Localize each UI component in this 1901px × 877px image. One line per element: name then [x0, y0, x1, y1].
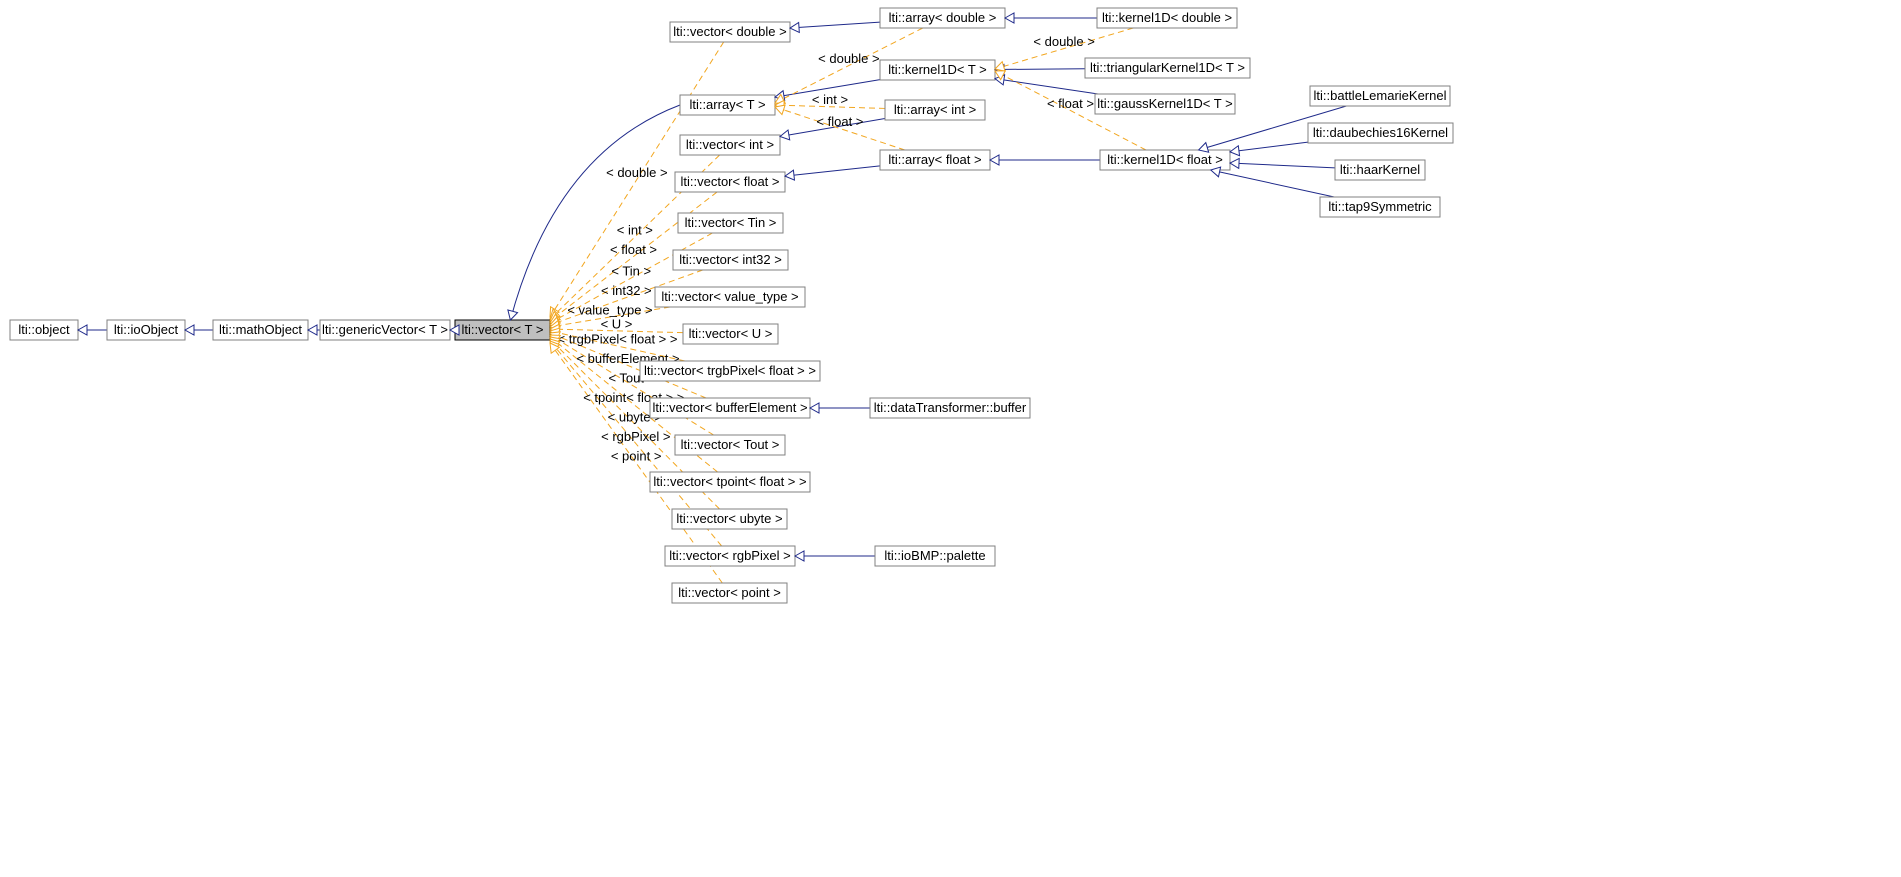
node-vecUbyte[interactable]: lti::vector< ubyte >: [672, 509, 787, 529]
node-tap9[interactable]: lti::tap9Symmetric: [1320, 197, 1440, 217]
node-box[interactable]: [885, 100, 985, 120]
node-box[interactable]: [455, 320, 550, 340]
node-box[interactable]: [1097, 8, 1237, 28]
node-vecDouble[interactable]: lti::vector< double >: [670, 22, 790, 42]
node-vecInt[interactable]: lti::vector< int >: [680, 135, 780, 155]
edge-label: < point >: [611, 448, 662, 463]
edge-label: < trgbPixel< float > >: [558, 331, 678, 346]
node-kernDouble[interactable]: lti::kernel1D< double >: [1097, 8, 1237, 28]
node-box[interactable]: [1310, 86, 1450, 106]
node-box[interactable]: [675, 172, 785, 192]
node-vecInt32[interactable]: lti::vector< int32 >: [673, 250, 788, 270]
node-box[interactable]: [880, 8, 1005, 28]
node-mathobj[interactable]: lti::mathObject: [213, 320, 308, 340]
node-box[interactable]: [640, 361, 820, 381]
edge-label: < U >: [601, 316, 633, 331]
node-arrFloat[interactable]: lti::array< float >: [880, 150, 990, 170]
node-kernFloat[interactable]: lti::kernel1D< float >: [1100, 150, 1230, 170]
edge-label: < double >: [1033, 34, 1094, 49]
node-box[interactable]: [650, 398, 810, 418]
node-vecRgb[interactable]: lti::vector< rgbPixel >: [665, 546, 795, 566]
node-vecT[interactable]: lti::vector< T >: [455, 320, 550, 340]
edge-label: < float >: [1047, 96, 1094, 111]
node-box[interactable]: [665, 546, 795, 566]
node-kernT[interactable]: lti::kernel1D< T >: [880, 60, 995, 80]
node-box[interactable]: [680, 95, 775, 115]
node-box[interactable]: [672, 583, 787, 603]
node-vecFloat[interactable]: lti::vector< float >: [675, 172, 785, 192]
node-box[interactable]: [213, 320, 308, 340]
node-ioobj[interactable]: lti::ioObject: [107, 320, 185, 340]
node-arrDouble[interactable]: lti::array< double >: [880, 8, 1005, 28]
node-gaussKern[interactable]: lti::gaussKernel1D< T >: [1095, 94, 1235, 114]
node-vecVT[interactable]: lti::vector< value_type >: [655, 287, 805, 307]
node-box[interactable]: [673, 250, 788, 270]
node-box[interactable]: [678, 213, 783, 233]
node-box[interactable]: [655, 287, 805, 307]
node-vecTin[interactable]: lti::vector< Tin >: [678, 213, 783, 233]
node-daub[interactable]: lti::daubechies16Kernel: [1308, 123, 1453, 143]
node-box[interactable]: [880, 60, 995, 80]
node-box[interactable]: [675, 435, 785, 455]
edge-label: < double >: [818, 51, 879, 66]
node-box[interactable]: [107, 320, 185, 340]
node-box[interactable]: [880, 150, 990, 170]
node-box[interactable]: [683, 324, 778, 344]
node-box[interactable]: [1100, 150, 1230, 170]
node-battle[interactable]: lti::battleLemarieKernel: [1310, 86, 1450, 106]
inheritance-diagram: < double > < int > < float > < Tin > < int32…: [0, 0, 1610, 745]
node-triKern[interactable]: lti::triangularKernel1D< T >: [1085, 58, 1250, 78]
node-obj[interactable]: lti::object: [10, 320, 78, 340]
node-box[interactable]: [875, 546, 995, 566]
node-box[interactable]: [10, 320, 78, 340]
node-arrInt[interactable]: lti::array< int >: [885, 100, 985, 120]
node-haar[interactable]: lti::haarKernel: [1335, 160, 1425, 180]
node-box[interactable]: [680, 135, 780, 155]
node-box[interactable]: [1335, 160, 1425, 180]
node-genvec[interactable]: lti::genericVector< T >: [320, 320, 450, 340]
node-vecTpoint[interactable]: lti::vector< tpoint< float > >: [650, 472, 810, 492]
node-arrT[interactable]: lti::array< T >: [680, 95, 775, 115]
node-vecTrgb[interactable]: lti::vector< trgbPixel< float > >: [640, 361, 820, 381]
node-dataBuf[interactable]: lti::dataTransformer::buffer: [870, 398, 1030, 418]
node-vecPoint[interactable]: lti::vector< point >: [672, 583, 787, 603]
node-box[interactable]: [320, 320, 450, 340]
node-box[interactable]: [670, 22, 790, 42]
node-vecTout[interactable]: lti::vector< Tout >: [675, 435, 785, 455]
node-box[interactable]: [672, 509, 787, 529]
node-box[interactable]: [1085, 58, 1250, 78]
node-box[interactable]: [870, 398, 1030, 418]
edge-label: < int32 >: [601, 283, 652, 298]
edge-label: < double >: [606, 165, 667, 180]
node-box[interactable]: [1095, 94, 1235, 114]
node-ioBMP[interactable]: lti::ioBMP::palette: [875, 546, 995, 566]
edge-label: < value_type >: [567, 302, 652, 317]
edge-label: < Tin >: [611, 263, 651, 278]
node-vecBuf[interactable]: lti::vector< bufferElement >: [650, 398, 810, 418]
node-box[interactable]: [650, 472, 810, 492]
edge-label: < int >: [812, 92, 848, 107]
node-vecU[interactable]: lti::vector< U >: [683, 324, 778, 344]
node-box[interactable]: [1308, 123, 1453, 143]
edge-label: < rgbPixel >: [601, 429, 670, 444]
node-box[interactable]: [1320, 197, 1440, 217]
